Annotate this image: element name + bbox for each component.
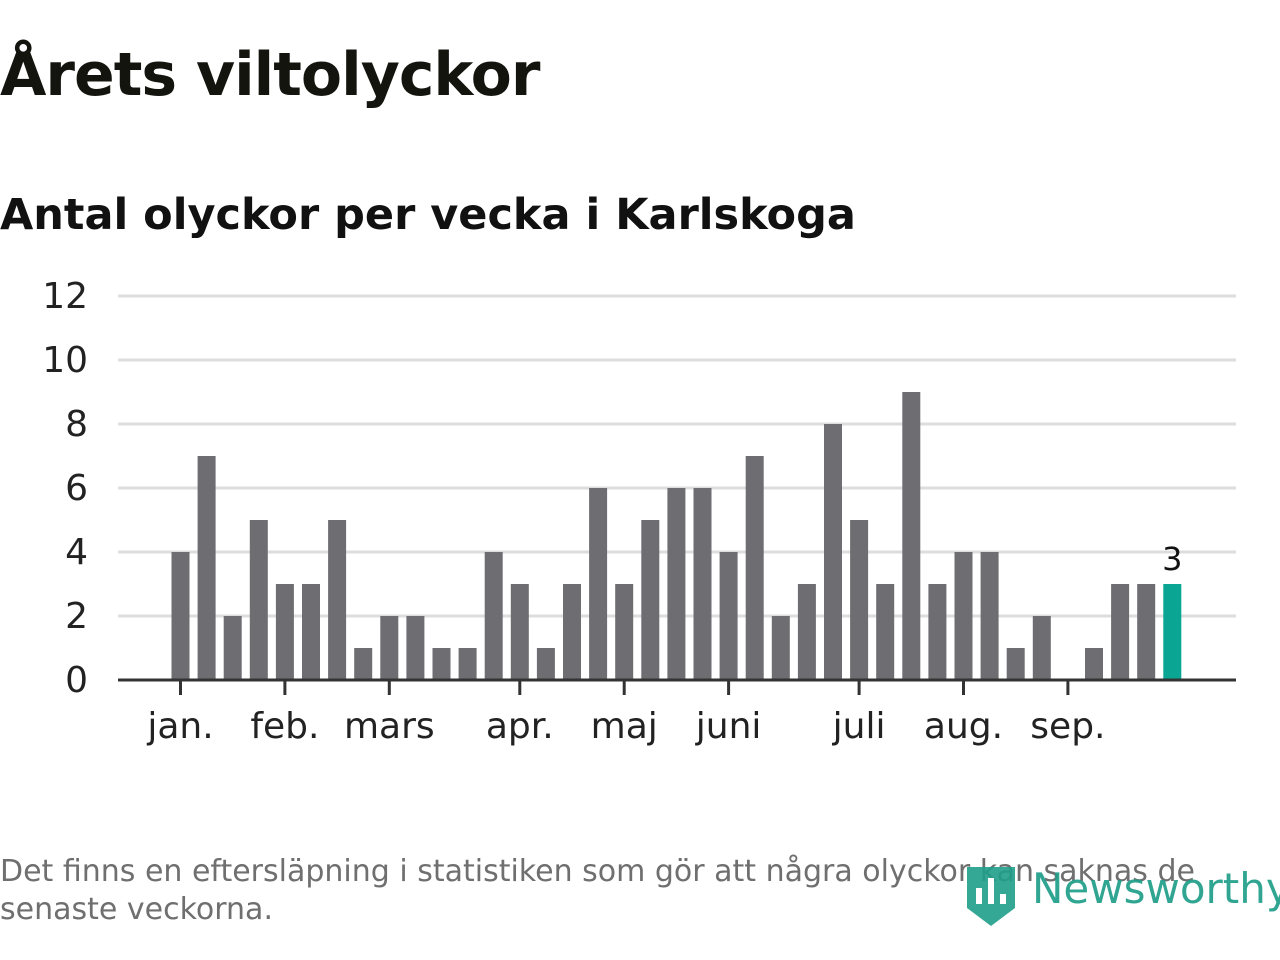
x-tick-label: sep. — [1030, 706, 1105, 747]
bar — [275, 584, 294, 680]
x-tick-label: apr. — [486, 706, 554, 747]
bar — [980, 552, 999, 680]
y-tick-label: 2 — [65, 596, 88, 637]
bar — [850, 520, 869, 680]
bar — [1006, 648, 1025, 680]
bar — [484, 552, 503, 680]
bar — [536, 648, 555, 680]
x-tick-label: aug. — [924, 706, 1003, 747]
bar — [902, 392, 921, 680]
bar-chart: 0 2 4 6 8 10 12 3 jan. feb. mars apr. maj juni juli a… — [42, 276, 1236, 747]
bar — [1085, 648, 1103, 680]
bar — [1137, 584, 1156, 680]
brand-name: Newsworthy — [1032, 864, 1280, 913]
bars — [171, 392, 1182, 680]
bar — [328, 520, 347, 680]
y-tick-label: 10 — [42, 340, 88, 381]
bar — [876, 584, 895, 680]
bar — [745, 456, 764, 680]
x-tick-label: jan. — [146, 706, 213, 747]
bar — [771, 616, 790, 680]
x-tick-label: juni — [695, 706, 762, 747]
y-tick-label: 6 — [65, 468, 88, 509]
bar — [510, 584, 529, 680]
bar — [719, 552, 738, 680]
newsworthy-logo[interactable]: Newsworthy — [964, 858, 1280, 930]
bar — [824, 424, 842, 680]
bar — [667, 488, 686, 680]
y-axis-ticks: 0 2 4 6 8 10 12 — [42, 276, 88, 701]
x-tick-label: mars — [344, 706, 435, 747]
bar — [641, 520, 660, 680]
bar — [693, 488, 712, 680]
bar — [171, 552, 190, 680]
bar — [1111, 584, 1130, 680]
y-tick-label: 4 — [65, 532, 88, 573]
chart-subtitle: Antal olyckor per vecka i Karlskoga — [0, 190, 856, 240]
bar — [954, 552, 973, 680]
bar — [249, 520, 268, 680]
x-tick-label: maj — [591, 706, 658, 747]
bar — [197, 456, 216, 680]
bar — [406, 616, 425, 680]
bar — [223, 616, 242, 680]
y-tick-label: 12 — [42, 276, 88, 317]
bar — [928, 584, 947, 680]
x-axis: jan. feb. mars apr. maj juni juli aug. sep. — [118, 678, 1236, 747]
chart-title: Årets viltolyckor — [0, 40, 540, 110]
bar — [432, 648, 451, 680]
bar — [797, 584, 816, 680]
bar — [589, 488, 608, 680]
y-tick-label: 8 — [65, 404, 88, 445]
data-label: 3 — [1162, 540, 1182, 578]
y-tick-label: 0 — [65, 660, 88, 701]
bar — [615, 584, 634, 680]
bar — [354, 648, 373, 680]
bar — [563, 584, 581, 680]
bar — [380, 616, 399, 680]
bar — [1032, 616, 1051, 680]
data-labels: 3 — [1162, 540, 1182, 578]
bar — [302, 584, 320, 680]
x-tick-label: feb. — [250, 706, 319, 747]
bar — [458, 648, 477, 680]
bar-highlight — [1163, 584, 1182, 680]
bar-chart-shield-icon — [967, 867, 1015, 926]
x-tick-label: juli — [832, 706, 886, 747]
